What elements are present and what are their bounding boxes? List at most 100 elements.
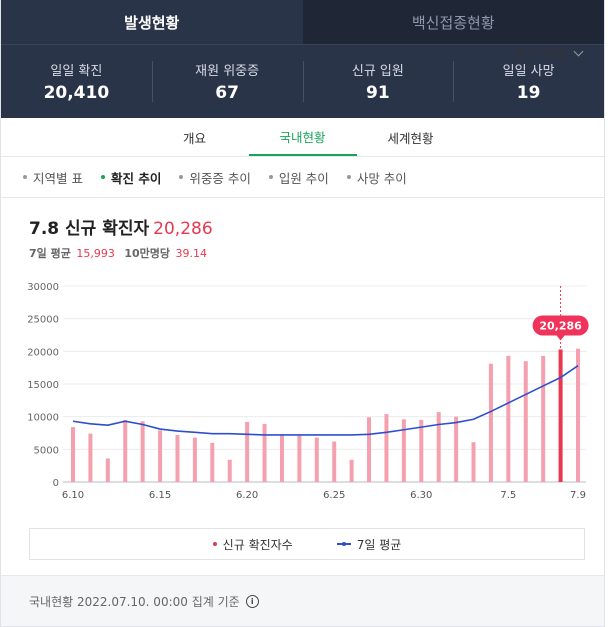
bar — [419, 419, 424, 482]
x-tick-label: 6.20 — [236, 490, 258, 500]
stat-label: 재원 위중증 — [195, 64, 260, 79]
x-tick-label: 6.15 — [149, 490, 171, 500]
tab-vaccination-status[interactable]: 백신접종현황 — [302, 0, 604, 44]
range-label: 최근 30일 — [514, 47, 567, 61]
x-tick-label: 7.9 — [570, 490, 586, 500]
chart-header: 7.8 신규 확진자 20,286 7일 평균 15,993 10만명당 39.1… — [1, 198, 604, 261]
per100k-value: 39.14 — [175, 247, 208, 260]
bullet-icon — [268, 175, 273, 179]
legend-dot-icon — [212, 542, 217, 546]
stat-value: 91 — [366, 83, 390, 103]
stat-daily-deaths: 일일 사망 19 — [453, 45, 604, 118]
bullet-icon — [179, 175, 184, 179]
bar — [88, 433, 93, 482]
top-tabs: 발생현황 백신접종현황 — [1, 0, 604, 44]
highlight-data-label: 20,286 — [539, 319, 582, 332]
bullet-icon — [23, 175, 27, 179]
y-tick-label: 0 — [53, 478, 59, 489]
stat-label: 일일 확진 — [50, 64, 103, 79]
avg-line — [72, 365, 579, 436]
filter-label: 사망 추이 — [356, 170, 407, 186]
sub-tabs: 개요 국내현황 세계현황 — [1, 118, 604, 157]
bar — [140, 421, 145, 482]
footer-text: 국내현황 2022.07.10. 00:00 집계 기준 — [29, 594, 240, 609]
filter-regional-table[interactable]: 지역별 표 — [23, 168, 83, 187]
y-tick-label: 15000 — [27, 380, 59, 391]
legend-7day-avg: 7일 평균 — [336, 536, 402, 553]
x-tick-label: 6.25 — [323, 490, 345, 500]
cases-chart: 0 5000 10000 15000 20000 25000 30000 6.10 6.15 6.… — [27, 282, 589, 500]
bar — [523, 361, 528, 482]
filter-death-trend[interactable]: 사망 추이 — [346, 168, 407, 187]
y-tick-label: 5000 — [34, 445, 59, 456]
filter-admission-trend[interactable]: 입원 추이 — [268, 168, 329, 187]
bar — [314, 437, 319, 482]
bar — [158, 430, 163, 482]
y-tick-label: 20000 — [27, 347, 59, 358]
avg-value: 15,993 — [76, 247, 115, 260]
stat-daily-cases: 일일 확진 20,410 — [1, 45, 152, 118]
legend-label: 신규 확진자수 — [222, 537, 293, 552]
bullet-icon — [100, 175, 105, 179]
stat-label: 신규 입원 — [351, 64, 404, 79]
bar — [175, 434, 180, 482]
filter-label: 위중증 추이 — [189, 170, 251, 186]
per100k-label: 10만명당 — [124, 247, 171, 260]
tab-world[interactable]: 세계현황 — [387, 130, 434, 146]
bar-highlight — [558, 349, 563, 482]
chevron-down-icon — [573, 46, 584, 57]
highlight-tooltip — [532, 315, 589, 336]
filter-label: 지역별 표 — [33, 170, 83, 186]
chart-title-count: 20,286 — [153, 219, 213, 239]
bar — [105, 458, 110, 482]
bar — [71, 427, 75, 482]
bar — [454, 416, 459, 482]
range-dropdown[interactable]: 최근 30일 — [514, 45, 584, 62]
legend-new-cases: 신규 확진자수 — [212, 536, 293, 553]
x-tick-label: 6.10 — [62, 490, 84, 500]
bar — [488, 363, 493, 482]
bar — [384, 414, 389, 482]
bar — [436, 412, 441, 482]
x-tick-label: 7.5 — [500, 490, 516, 500]
bar — [297, 435, 302, 482]
filter-critical-trend[interactable]: 위중증 추이 — [179, 168, 251, 187]
filter-case-trend[interactable]: 확진 추이 — [100, 168, 162, 187]
chart-subtitle: 7일 평균 15,993 10만명당 39.14 — [29, 245, 582, 261]
bullet-icon — [346, 175, 351, 179]
tab-outbreak-status[interactable]: 발생현황 — [1, 0, 303, 44]
legend-line-icon — [336, 542, 351, 546]
stat-value: 19 — [516, 83, 541, 103]
info-icon[interactable]: i — [245, 594, 259, 608]
bar — [262, 423, 267, 482]
tab-overview[interactable]: 개요 — [182, 130, 206, 146]
stat-value: 20,410 — [43, 83, 110, 103]
bar — [349, 459, 354, 482]
bar — [367, 417, 372, 482]
bar — [506, 355, 511, 482]
chart-title: 7.8 신규 확진자 20,286 — [29, 214, 582, 239]
y-tick-label: 30000 — [27, 282, 59, 293]
avg-label: 7일 평균 — [29, 247, 71, 260]
filter-bar: 지역별 표 확진 추이 위중증 추이 입원 추이 사망 추이 — [1, 157, 604, 198]
bar — [245, 421, 250, 482]
tooltip-pointer — [556, 335, 565, 341]
bar — [279, 434, 284, 482]
y-tick-label: 25000 — [27, 315, 59, 326]
bar — [576, 348, 580, 482]
stat-label: 일일 사망 — [502, 64, 555, 79]
bar — [332, 441, 337, 482]
stat-critical: 재원 위중증 67 — [151, 45, 303, 118]
bar — [192, 437, 197, 482]
bar — [471, 442, 476, 482]
tab-domestic[interactable]: 국내현황 — [248, 118, 357, 156]
y-tick-label: 10000 — [27, 413, 59, 424]
bar — [401, 419, 406, 482]
filter-label: 입원 추이 — [278, 170, 329, 186]
legend-label: 7일 평균 — [356, 537, 402, 552]
bar — [210, 442, 215, 482]
chart-title-text: 7.8 신규 확진자 — [29, 219, 150, 239]
filter-label: 확진 추이 — [110, 170, 162, 186]
bar — [227, 459, 232, 482]
